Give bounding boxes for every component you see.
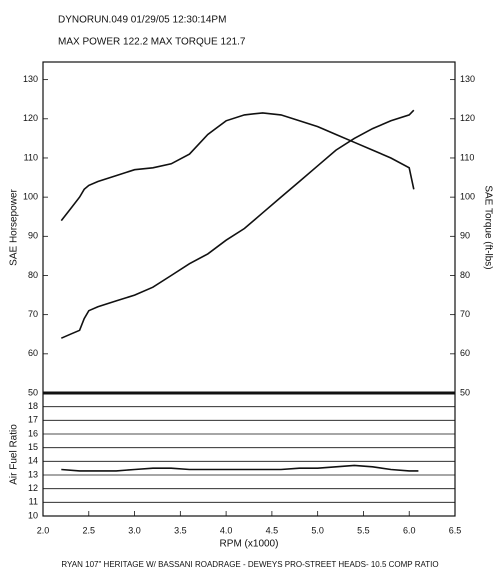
x-tick-label: 3.0: [128, 525, 141, 535]
y-tick-label: 16: [28, 428, 38, 438]
x-axis-label: RPM (x1000): [220, 539, 279, 550]
y-tick-label: 70: [28, 309, 38, 319]
x-tick-label: 2.0: [37, 525, 50, 535]
y2-axis-label: SAE Torque (ft-lbs): [482, 185, 493, 269]
x-tick-label: 6.5: [449, 525, 462, 535]
x-tick-label: 3.5: [174, 525, 187, 535]
y-axis-label: Air Fuel Ratio: [9, 424, 20, 485]
y-axis-label: SAE Horsepower: [9, 188, 20, 265]
y2-tick-label: 120: [460, 113, 475, 123]
max-info: MAX POWER 122.2 MAX TORQUE 121.7: [58, 37, 246, 48]
y-tick-label: 11: [29, 497, 38, 507]
y-tick-label: 13: [28, 469, 38, 479]
series-line: [61, 464, 419, 472]
y-tick-label: 130: [23, 74, 38, 84]
y2-tick-label: 80: [460, 270, 470, 280]
y-tick-label: 50: [28, 387, 38, 397]
x-tick-label: 4.0: [220, 525, 233, 535]
y2-tick-label: 100: [460, 192, 475, 202]
x-tick-label: 2.5: [83, 525, 96, 535]
footer: RYAN 107" HERITAGE W/ BASSANI ROADRAGE -…: [61, 560, 438, 569]
y-tick-label: 12: [28, 483, 38, 493]
y-tick-label: 15: [28, 442, 38, 452]
y-tick-label: 18: [28, 401, 38, 411]
y2-tick-label: 130: [460, 74, 475, 84]
y-tick-label: 100: [23, 192, 38, 202]
series-line: [60, 112, 415, 222]
series-line: [60, 109, 415, 339]
x-tick-label: 4.5: [266, 525, 279, 535]
y-tick-label: 60: [28, 348, 38, 358]
y-tick-label: 80: [28, 270, 38, 280]
y2-tick-label: 90: [460, 231, 470, 241]
y-tick-label: 10: [28, 510, 38, 520]
y2-tick-label: 60: [460, 348, 470, 358]
y-tick-label: 110: [24, 152, 38, 162]
y2-tick-label: 50: [460, 387, 470, 397]
y-tick-label: 14: [28, 456, 38, 466]
y-tick-label: 120: [23, 113, 38, 123]
y2-tick-label: 110: [460, 152, 474, 162]
x-tick-label: 5.0: [311, 525, 324, 535]
y-tick-label: 90: [28, 231, 38, 241]
y2-tick-label: 70: [460, 309, 470, 319]
x-tick-label: 5.5: [357, 525, 370, 535]
y-tick-label: 17: [28, 415, 38, 425]
run-info: DYNORUN.049 01/29/05 12:30:14PM: [58, 15, 226, 26]
x-tick-label: 6.0: [403, 525, 416, 535]
